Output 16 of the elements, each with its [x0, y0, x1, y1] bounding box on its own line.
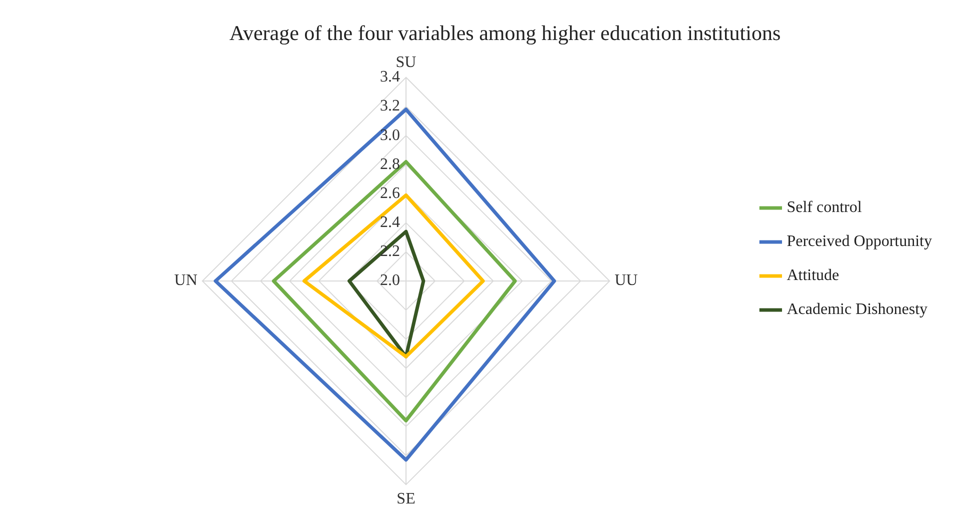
- legend-label: Perceived Opportunity: [786, 233, 932, 250]
- y-tick-label: 2.6: [380, 184, 400, 202]
- y-tick-label: 3.0: [380, 126, 400, 144]
- spoke-label: SE: [396, 490, 416, 508]
- y-tick-label: 2.0: [380, 272, 400, 290]
- chart-title: Average of the four variables among higher education institutions: [229, 21, 781, 46]
- y-tick-label: 3.4: [380, 68, 400, 86]
- y-tick-label: 2.8: [380, 156, 400, 173]
- spoke-label: SU: [396, 54, 417, 72]
- y-tick-label: 2.4: [380, 214, 400, 232]
- spoke-label: UU: [614, 272, 638, 290]
- legend-label: Attitude: [786, 267, 840, 284]
- legend-label: Self control: [786, 199, 862, 216]
- y-tick-label: 3.2: [380, 98, 400, 115]
- spoke-label: UN: [174, 272, 198, 290]
- legend-label: Academic Dishonesty: [786, 301, 928, 318]
